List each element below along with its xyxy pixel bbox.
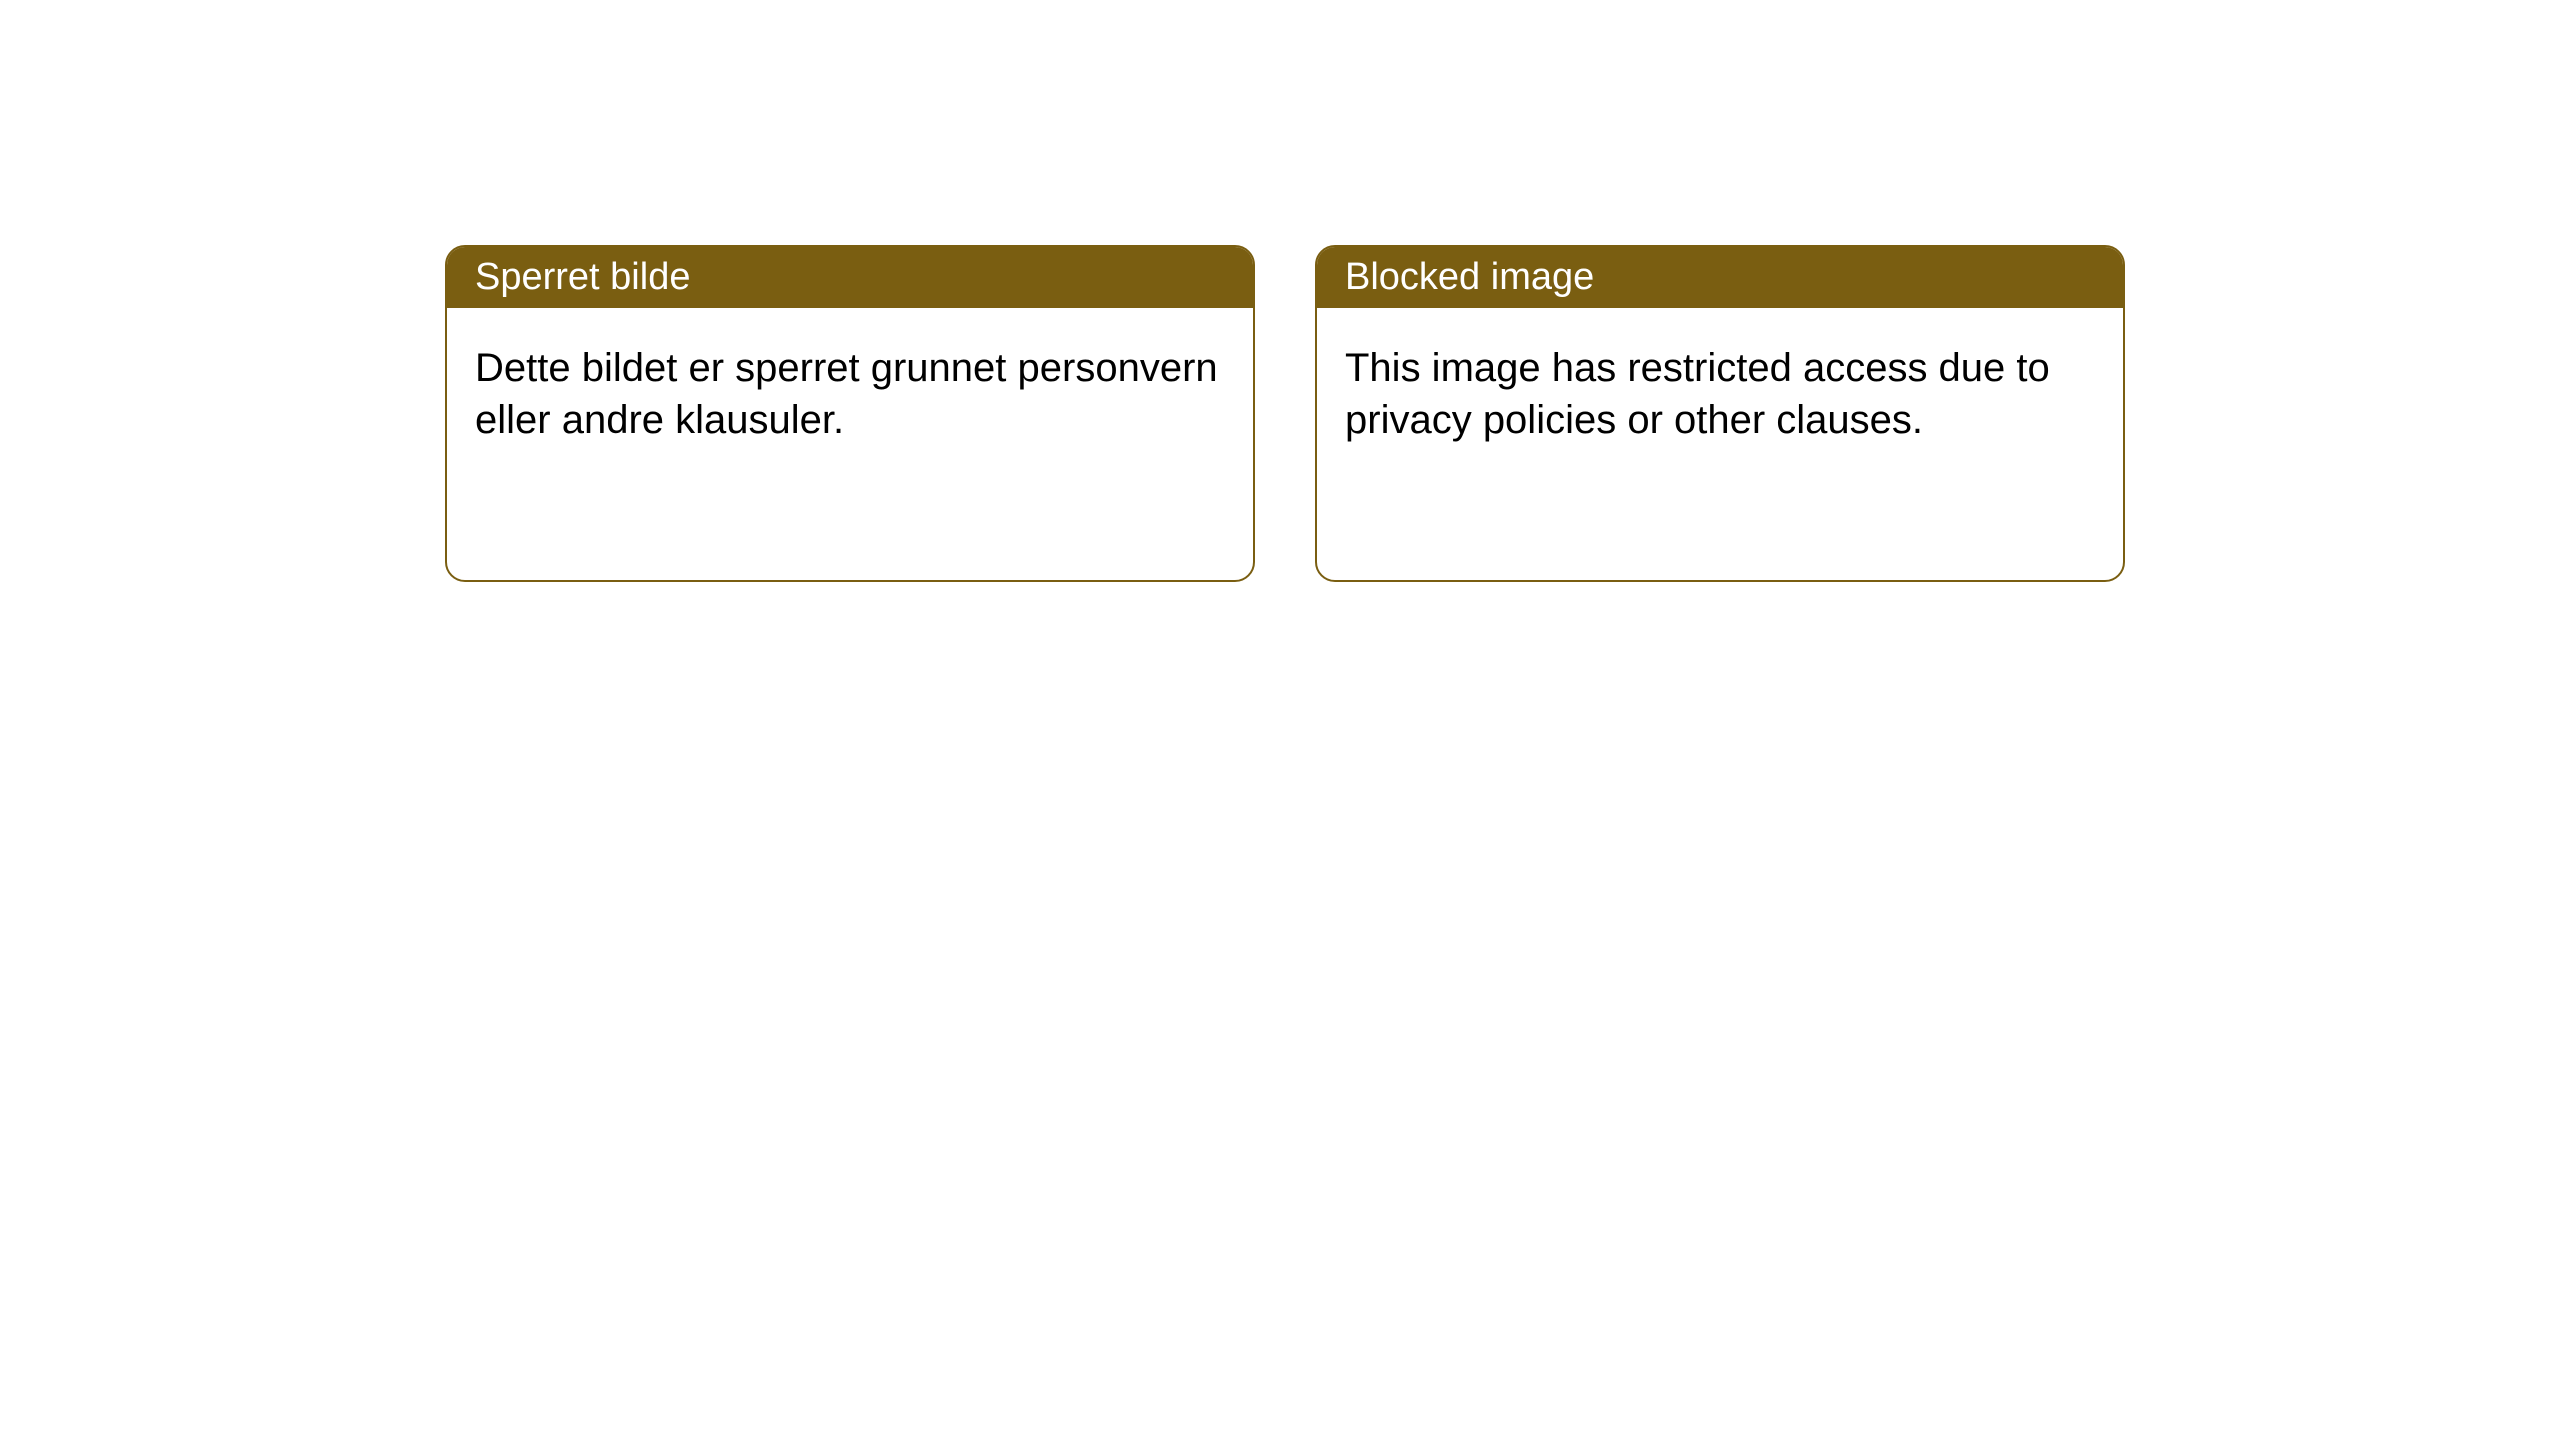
notice-container: Sperret bilde Dette bildet er sperret gr…	[0, 0, 2560, 582]
card-body-text: This image has restricted access due to …	[1317, 308, 2123, 480]
card-title: Blocked image	[1317, 247, 2123, 308]
card-body-text: Dette bildet er sperret grunnet personve…	[447, 308, 1253, 480]
card-title: Sperret bilde	[447, 247, 1253, 308]
notice-card-norwegian: Sperret bilde Dette bildet er sperret gr…	[445, 245, 1255, 582]
notice-card-english: Blocked image This image has restricted …	[1315, 245, 2125, 582]
